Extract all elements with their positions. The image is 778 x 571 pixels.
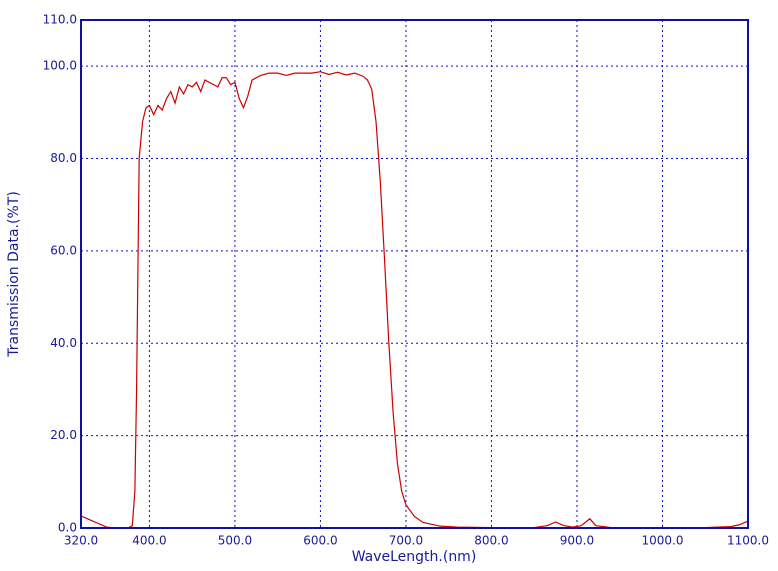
y-tick-label: 80.0	[50, 151, 77, 165]
x-tick-label: 400.0	[132, 534, 166, 548]
y-tick-label: 60.0	[50, 243, 77, 257]
x-tick-label: 800.0	[474, 534, 508, 548]
y-tick-label: 20.0	[50, 428, 77, 442]
x-tick-label: 320.0	[64, 534, 98, 548]
y-tick-label: 40.0	[50, 336, 77, 350]
y-tick-label: 110.0	[43, 13, 77, 27]
x-tick-label: 600.0	[303, 534, 337, 548]
x-tick-label: 1100.0	[727, 534, 769, 548]
y-tick-label: 0.0	[58, 521, 77, 535]
x-tick-label: 1000.0	[641, 534, 683, 548]
x-tick-label: 500.0	[218, 534, 252, 548]
y-axis-label: Transmission Data.(%T)	[6, 191, 22, 358]
plot-frame	[80, 19, 749, 529]
x-tick-label: 700.0	[389, 534, 423, 548]
data-line	[80, 71, 749, 529]
y-tick-label: 100.0	[43, 59, 77, 73]
x-tick-label: 900.0	[560, 534, 594, 548]
x-axis-label: WaveLength.(nm)	[352, 549, 477, 565]
